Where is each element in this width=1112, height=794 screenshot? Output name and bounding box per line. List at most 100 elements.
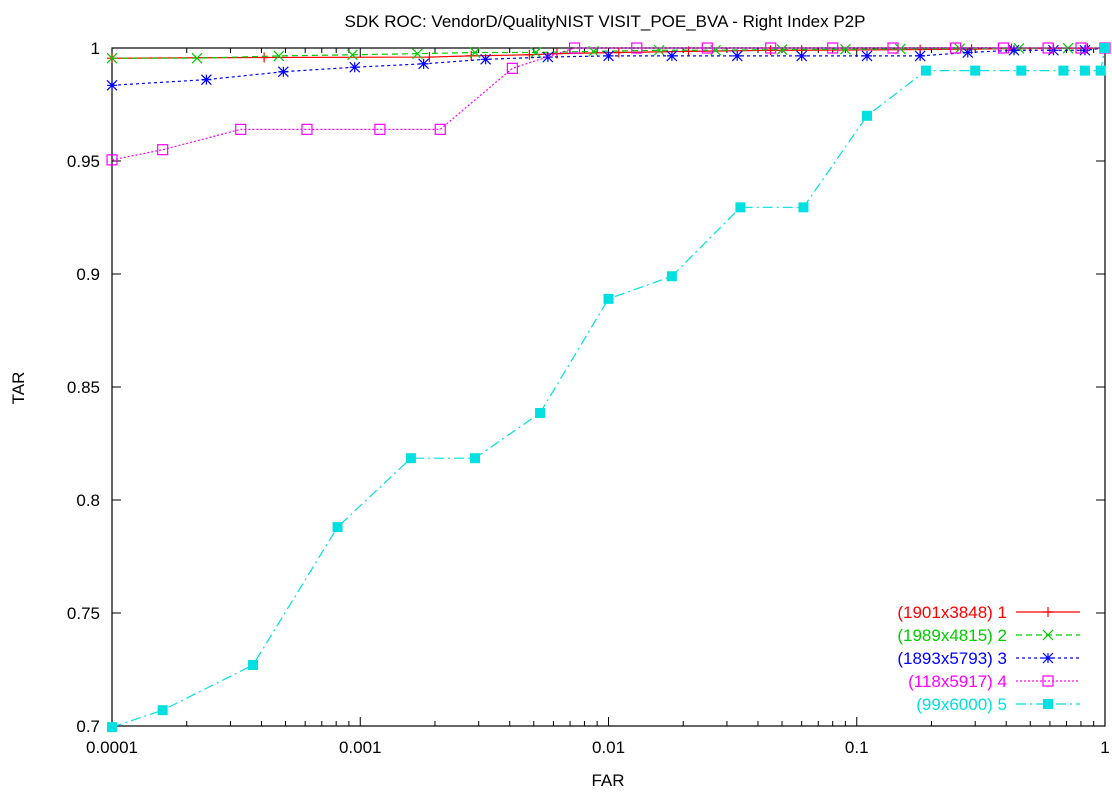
series-1-point (424, 52, 435, 63)
series-5-point (535, 407, 546, 418)
series-5-point (920, 65, 931, 76)
legend-marker-1 (1043, 607, 1053, 617)
x-tick-label: 1 (1100, 738, 1109, 757)
series-3-point (200, 74, 212, 86)
series-3-point (1079, 44, 1091, 56)
series-4-point (887, 42, 899, 54)
series-5-point (1058, 65, 1069, 76)
series-4-point (506, 62, 518, 74)
series-2-point (530, 47, 542, 58)
x-tick-label: 0.01 (592, 738, 625, 757)
legend-label-3: (1893x5793) 3 (897, 649, 1007, 668)
y-tick-label: 0.7 (76, 717, 100, 736)
y-tick-label: 0.8 (76, 491, 100, 510)
series-2-point (839, 43, 851, 55)
series-2-point (347, 49, 358, 61)
series-5-point (332, 522, 343, 533)
series-5-point (405, 453, 416, 464)
x-axis-label: FAR (591, 771, 624, 790)
chart-title: SDK ROC: VendorD/QualityNIST VISIT_POE_B… (345, 12, 866, 31)
series-4-point (1075, 42, 1087, 54)
legend-label-2: (1989x4815) 2 (897, 626, 1007, 645)
series-5 (107, 43, 1110, 733)
y-tick-label: 0.75 (67, 604, 100, 623)
series-5-point (735, 202, 746, 213)
series-5-point (603, 293, 614, 304)
x-tick-label: 0.1 (845, 738, 869, 757)
series-3-point (349, 61, 361, 73)
series-4 (106, 42, 1111, 166)
series-3-point (731, 50, 743, 62)
series-3-point (277, 66, 289, 78)
series-2-point (273, 50, 285, 62)
series-4-point (1042, 42, 1054, 54)
legend-marker-5 (1043, 699, 1053, 709)
series-4-point (997, 42, 1010, 54)
series-4-line (111, 47, 1105, 161)
series-2-point (191, 52, 203, 64)
series-4-point (631, 42, 643, 54)
series-5-point (1016, 65, 1027, 76)
series-5-point (1100, 43, 1110, 53)
series-5-point (470, 453, 481, 464)
series-4-point (374, 123, 386, 135)
series-5-point (1095, 65, 1106, 76)
y-tick-label: 1 (91, 39, 100, 58)
series-5-point (157, 705, 168, 716)
legend: (1901x3848) 1 (1989x4815) 2 (1893x5793) 3 (… (897, 603, 1080, 714)
plot-area (106, 42, 1111, 733)
series-4-point (434, 123, 446, 135)
series-5-point (970, 65, 981, 76)
series-3-point (106, 79, 118, 91)
series-3-point (962, 47, 974, 58)
legend-marker-2 (1042, 629, 1054, 641)
series-1-point (524, 49, 535, 60)
y-tick-label: 0.95 (67, 152, 100, 171)
series-3-point (418, 58, 430, 70)
series-5-point (798, 202, 809, 213)
series-5-point (1079, 65, 1090, 76)
series-2-point (412, 48, 423, 60)
series-2-point (776, 44, 788, 56)
series-4-point (701, 42, 713, 54)
series-3-point (603, 50, 614, 62)
series-2-point (653, 44, 665, 56)
series-5-point (248, 659, 259, 670)
series-3-point (1008, 44, 1020, 56)
series-3-point (666, 50, 678, 62)
plot-frame (111, 47, 1106, 727)
series-2-line (112, 47, 1106, 59)
series-2 (106, 42, 1111, 64)
series-3-point (480, 53, 492, 65)
legend-marker-3 (1042, 652, 1054, 664)
y-tick-label: 0.9 (76, 265, 100, 284)
legend-marker-4 (1042, 675, 1054, 687)
series-5-point (862, 110, 873, 121)
series-5-point (107, 722, 117, 733)
series-5-point (666, 271, 677, 282)
series-1-point (613, 47, 624, 58)
series-1-point (259, 52, 270, 63)
series-4-point (157, 144, 169, 156)
series-4-point (568, 42, 581, 54)
series-3-point (796, 50, 808, 62)
series-3-point (542, 51, 554, 63)
series-4-point (827, 42, 839, 54)
series-4-point (301, 123, 313, 135)
legend-label-1: (1901x3848) 1 (897, 603, 1007, 622)
x-tick-label: 0.0001 (86, 738, 138, 757)
series-2-point (469, 47, 481, 58)
legend-label-4: (118x5917) 4 (908, 672, 1007, 691)
y-axis-label: TAR (9, 372, 28, 405)
series-4-point (106, 154, 118, 166)
y-tick-label: 0.85 (67, 378, 100, 397)
series-3-point (861, 50, 873, 62)
series-4-point (235, 123, 247, 135)
legend-label-5: (99x6000) 5 (916, 695, 1007, 714)
series-4-point (949, 42, 962, 54)
series-2-point (588, 45, 599, 57)
series-3-point (914, 50, 926, 62)
x-tick-label: 0.001 (339, 738, 382, 757)
series-2-point (895, 43, 906, 55)
